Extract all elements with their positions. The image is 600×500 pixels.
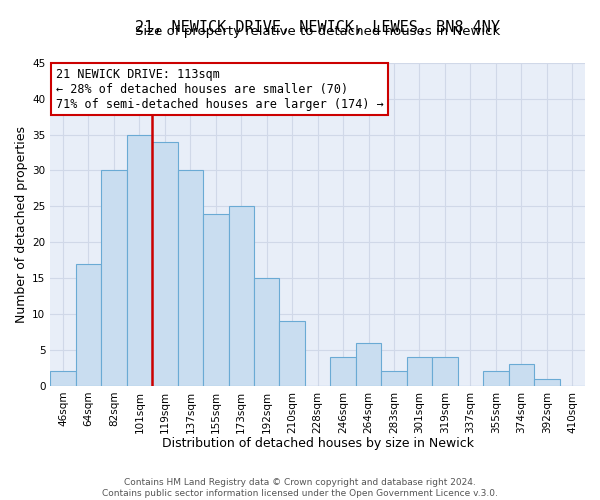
Bar [483,372,509,386]
Bar [229,206,254,386]
Bar [152,142,178,386]
Bar [432,357,458,386]
Bar [534,378,560,386]
Bar [407,357,432,386]
X-axis label: Distribution of detached houses by size in Newick: Distribution of detached houses by size … [161,437,473,450]
Bar [203,214,229,386]
Bar [178,170,203,386]
Title: Size of property relative to detached houses in Newick: Size of property relative to detached ho… [135,25,500,38]
Bar [76,264,101,386]
Bar [101,170,127,386]
Bar [50,372,76,386]
Y-axis label: Number of detached properties: Number of detached properties [15,126,28,323]
Text: Contains HM Land Registry data © Crown copyright and database right 2024.
Contai: Contains HM Land Registry data © Crown c… [102,478,498,498]
Bar [127,134,152,386]
Bar [331,357,356,386]
Bar [254,278,280,386]
Bar [280,321,305,386]
Text: 21, NEWICK DRIVE, NEWICK, LEWES, BN8 4NY: 21, NEWICK DRIVE, NEWICK, LEWES, BN8 4NY [135,20,500,36]
Bar [509,364,534,386]
Text: 21 NEWICK DRIVE: 113sqm
← 28% of detached houses are smaller (70)
71% of semi-de: 21 NEWICK DRIVE: 113sqm ← 28% of detache… [56,68,383,110]
Bar [381,372,407,386]
Bar [356,343,381,386]
